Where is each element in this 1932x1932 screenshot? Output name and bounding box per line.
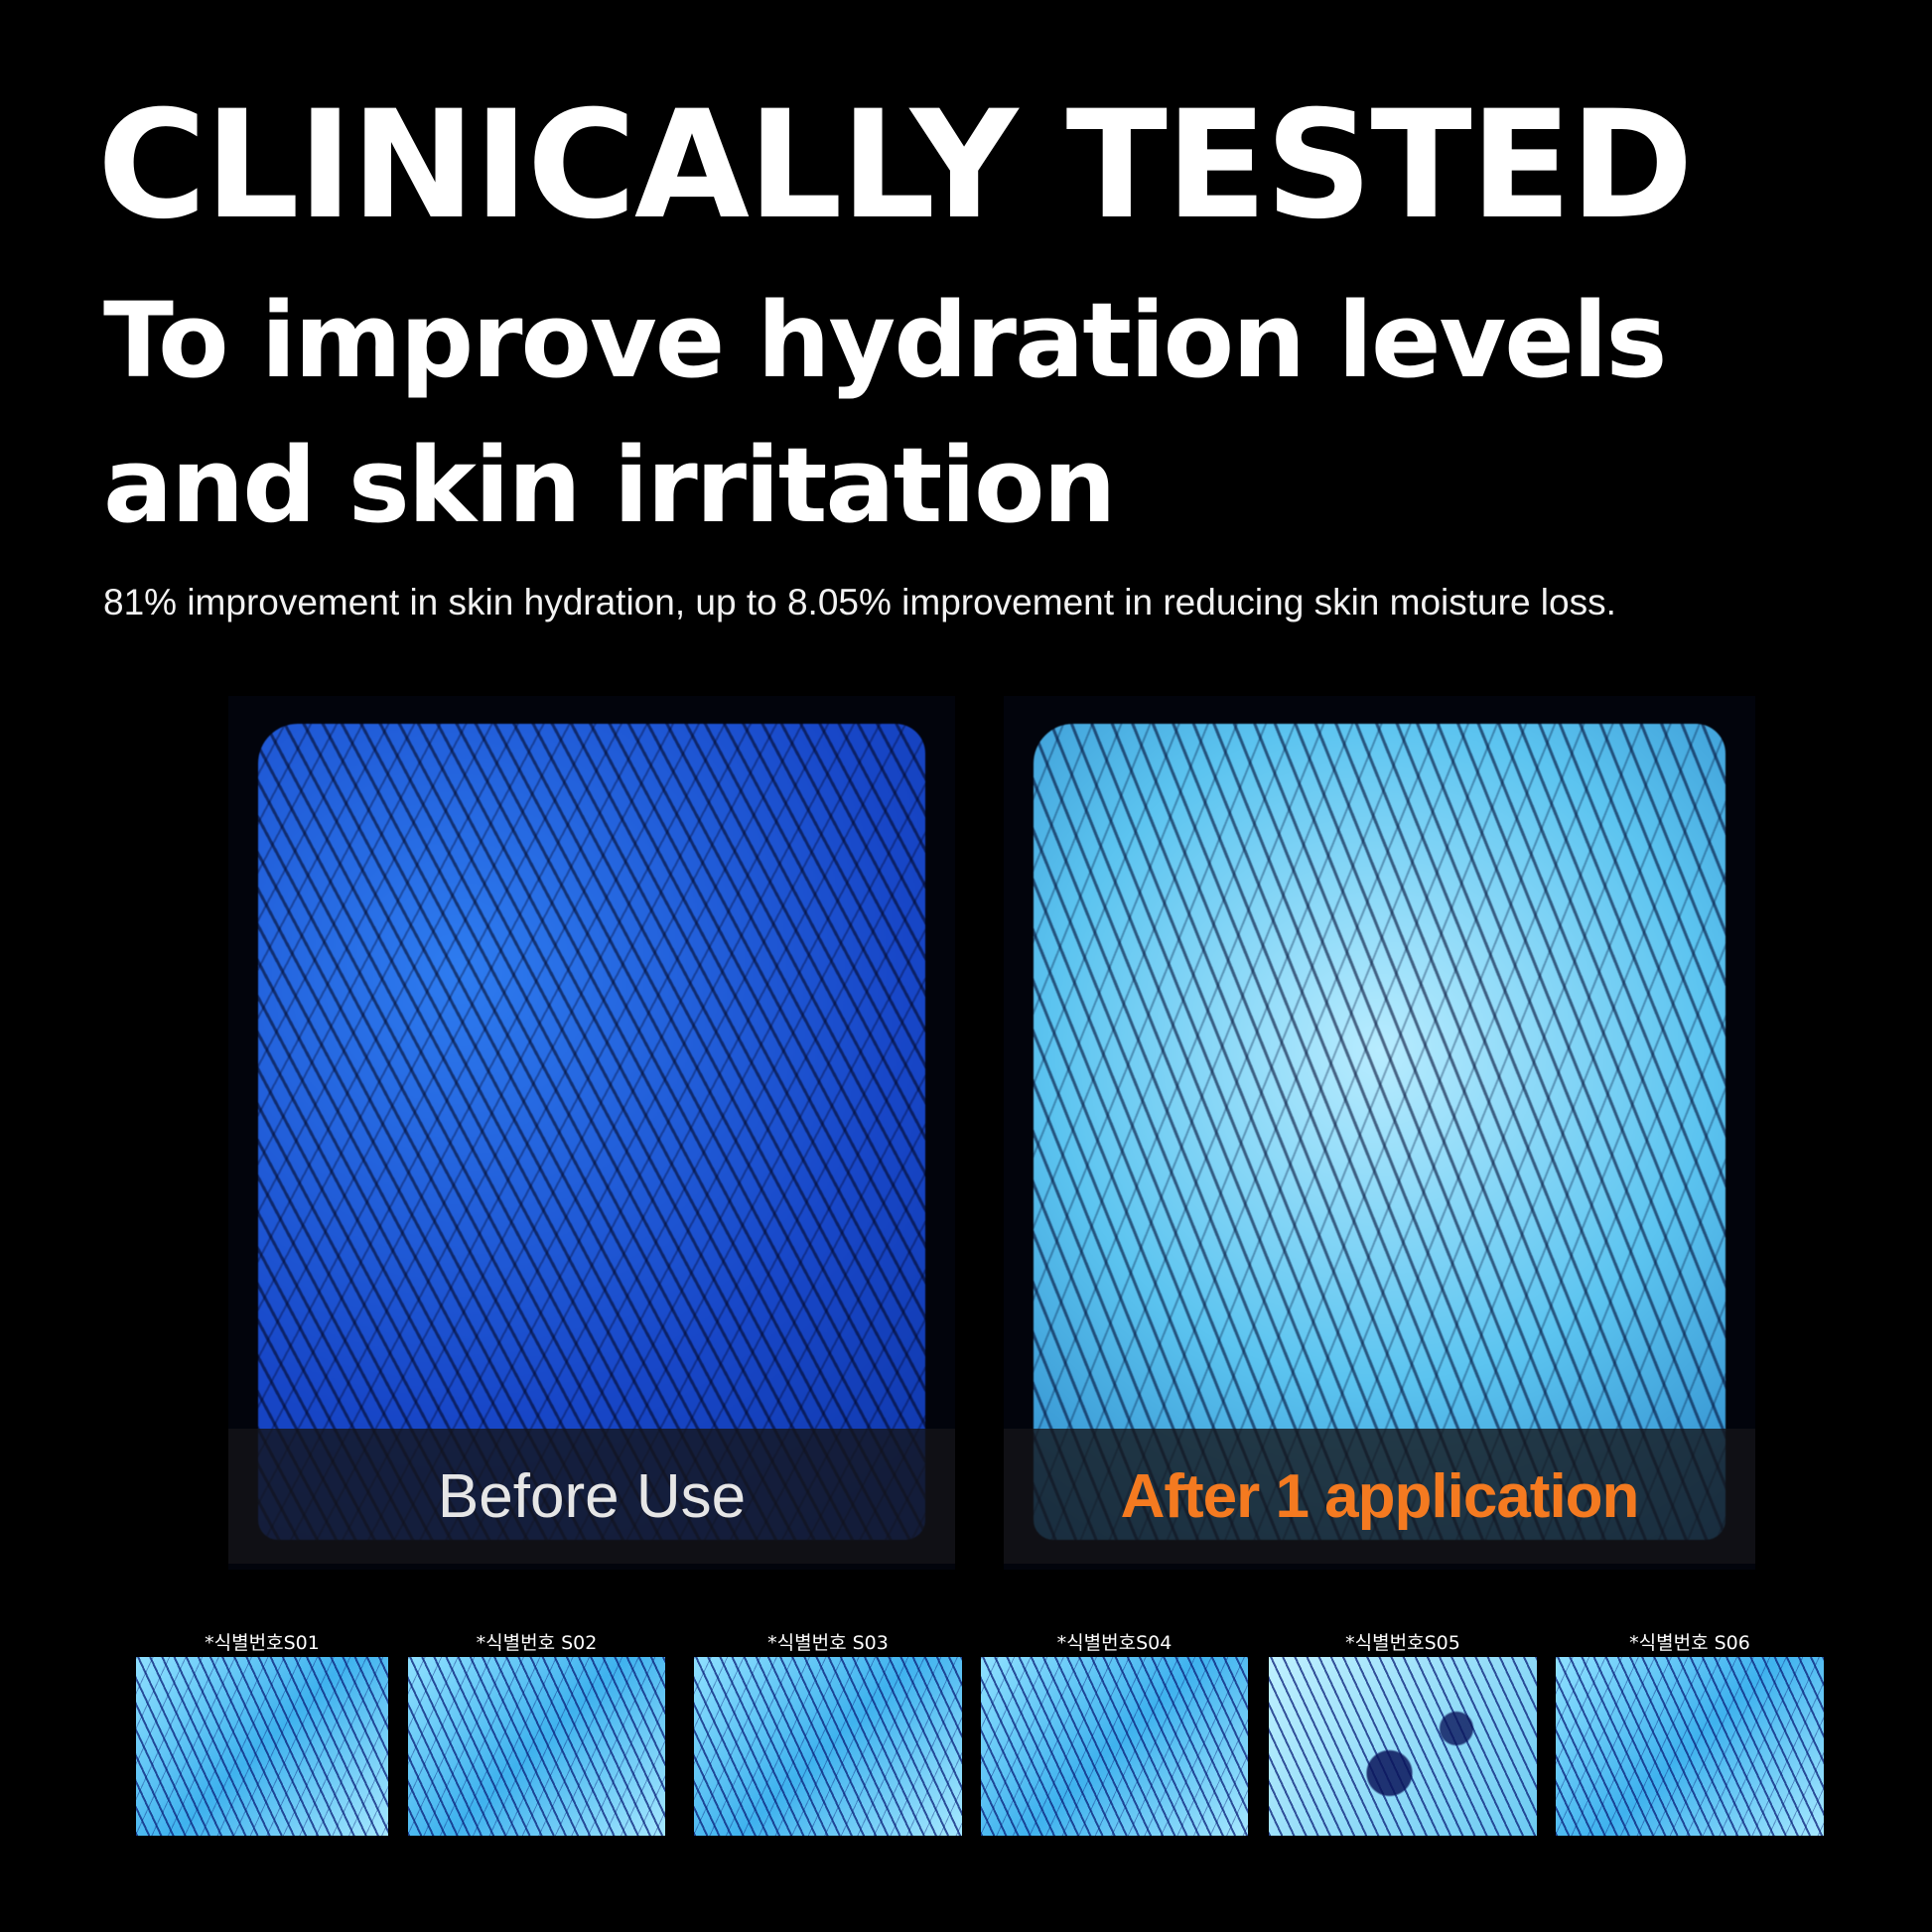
subheadline: To improve hydration levels and skin irr… bbox=[103, 280, 1667, 546]
before-label: Before Use bbox=[437, 1461, 747, 1531]
sample-image-s02 bbox=[408, 1657, 665, 1836]
headline: CLINICALLY TESTED bbox=[97, 79, 1694, 252]
sample-label: *식별번호 S03 bbox=[767, 1632, 889, 1654]
sample-label: *식별번호S04 bbox=[1056, 1632, 1173, 1654]
sample-image-s04 bbox=[981, 1657, 1248, 1836]
sample-label: *식별번호S01 bbox=[205, 1632, 320, 1654]
after-skin-image bbox=[1034, 724, 1725, 1540]
before-skin-image bbox=[258, 724, 925, 1540]
sample-image-s06 bbox=[1556, 1657, 1824, 1836]
sample-label: *식별번호 S06 bbox=[1629, 1632, 1750, 1654]
before-panel: Before Use bbox=[228, 696, 955, 1570]
sample-image-s03 bbox=[694, 1657, 962, 1836]
after-label-band: After 1 application bbox=[1004, 1429, 1755, 1564]
before-label-band: Before Use bbox=[228, 1429, 955, 1564]
after-panel: After 1 application bbox=[1004, 696, 1755, 1570]
after-label: After 1 application bbox=[1120, 1461, 1640, 1531]
sample-image-s01 bbox=[136, 1657, 388, 1836]
description: 81% improvement in skin hydration, up to… bbox=[103, 582, 1616, 622]
sample-label: *식별번호 S02 bbox=[476, 1632, 598, 1654]
sample-image-s05 bbox=[1269, 1657, 1537, 1836]
sample-label: *식별번호S05 bbox=[1345, 1632, 1460, 1654]
